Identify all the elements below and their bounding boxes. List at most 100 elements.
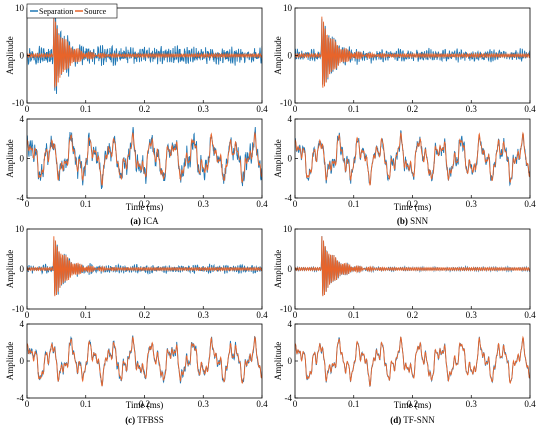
panel-caption: (d) TF-SNN — [390, 415, 435, 425]
source-line — [27, 236, 262, 297]
y-axis-label: Amplitude — [5, 250, 15, 289]
caption-letter: (c) — [125, 415, 135, 425]
separation-line — [27, 126, 262, 189]
x-tick-label: 0 — [25, 310, 30, 320]
separation-line — [295, 336, 530, 387]
separation-line — [27, 335, 262, 387]
x-tick-label: 0 — [25, 199, 30, 209]
x-axis-label: Time (ms) — [394, 400, 431, 410]
x-tick-label: 0.1 — [348, 399, 359, 409]
x-tick-label: 0 — [293, 399, 298, 409]
x-tick-label: 0.4 — [256, 199, 268, 209]
y-axis-label: Amplitude — [273, 36, 283, 75]
x-tick-label: 0.1 — [348, 310, 359, 320]
traces — [295, 130, 530, 187]
legend: Separation Source — [26, 3, 118, 19]
x-tick-label: 0.2 — [407, 199, 418, 209]
y-tick-label: -4 — [285, 393, 293, 403]
x-tick-label: 0.4 — [256, 310, 268, 320]
y-tick-label: -4 — [17, 193, 25, 203]
source-line — [295, 131, 530, 186]
y-tick-label: 4 — [288, 319, 293, 329]
axes-frame — [294, 118, 531, 199]
traces — [295, 335, 530, 387]
legend-source-label: Source — [84, 7, 107, 16]
y-tick-label: 10 — [15, 224, 25, 234]
source-line — [27, 131, 262, 186]
y-tick-label: 10 — [15, 3, 25, 13]
x-axis-label: Time (ms) — [126, 202, 163, 212]
caption-letter: (a) — [130, 216, 141, 226]
x-tick-label: 0.2 — [407, 310, 418, 320]
y-tick-label: 0 — [288, 356, 293, 366]
x-tick-label: 0.1 — [348, 104, 359, 114]
source-line — [27, 16, 262, 88]
x-tick-label: 0.3 — [198, 199, 210, 209]
x-tick-label: 0.2 — [139, 104, 150, 114]
source-line — [27, 335, 262, 387]
traces — [295, 236, 530, 297]
x-tick-label: 0.2 — [407, 399, 418, 409]
x-tick-label: 0.1 — [80, 310, 91, 320]
x-tick-label: 0 — [25, 399, 30, 409]
caption-letter: (d) — [390, 415, 401, 425]
x-tick-label: 0.2 — [139, 310, 150, 320]
traces — [295, 16, 530, 88]
y-axis-label: Amplitude — [5, 139, 15, 178]
x-tick-label: 0.4 — [524, 399, 536, 409]
x-tick-label: 0.4 — [524, 199, 536, 209]
x-tick-label: 0.4 — [256, 399, 268, 409]
y-axis-label: Amplitude — [273, 342, 283, 381]
panel-caption: (b) SNN — [397, 216, 429, 226]
x-tick-label: 0.3 — [198, 399, 210, 409]
panel-caption: (c) TFBSS — [125, 415, 164, 425]
axes-frame — [26, 118, 263, 199]
panel-caption: (a) ICA — [130, 216, 159, 226]
y-tick-label: 4 — [20, 114, 25, 124]
x-tick-label: 0.1 — [80, 104, 91, 114]
caption-text: SNN — [408, 216, 429, 226]
y-axis-label: Amplitude — [5, 36, 15, 75]
y-tick-label: 4 — [20, 319, 25, 329]
x-tick-label: 0.4 — [524, 104, 536, 114]
traces — [27, 12, 262, 94]
y-tick-label: 0 — [288, 51, 293, 61]
caption-text: TFBSS — [135, 415, 164, 425]
x-tick-label: 0.3 — [198, 104, 210, 114]
traces — [27, 126, 262, 189]
traces — [27, 335, 262, 387]
y-tick-label: -4 — [285, 193, 293, 203]
x-tick-label: 0 — [293, 104, 298, 114]
y-axis-label: Amplitude — [273, 250, 283, 289]
legend-box — [26, 3, 118, 19]
y-tick-label: 0 — [288, 264, 293, 274]
x-tick-label: 0.3 — [466, 104, 478, 114]
axes-frame — [26, 323, 263, 399]
x-tick-label: 0.2 — [407, 104, 418, 114]
caption-text: TF-SNN — [401, 415, 435, 425]
x-axis-label: Time (ms) — [126, 400, 163, 410]
y-tick-label: 0 — [20, 154, 25, 164]
x-tick-label: 0 — [25, 104, 30, 114]
y-tick-label: 0 — [288, 154, 293, 164]
x-tick-label: 0 — [293, 199, 298, 209]
x-tick-label: 0.3 — [466, 310, 478, 320]
x-tick-label: 0.3 — [466, 399, 478, 409]
x-tick-label: 0.4 — [256, 104, 268, 114]
y-tick-label: 10 — [283, 224, 293, 234]
y-tick-label: -10 — [280, 304, 292, 314]
x-axis-label: Time (ms) — [394, 202, 431, 212]
source-line — [295, 16, 530, 88]
